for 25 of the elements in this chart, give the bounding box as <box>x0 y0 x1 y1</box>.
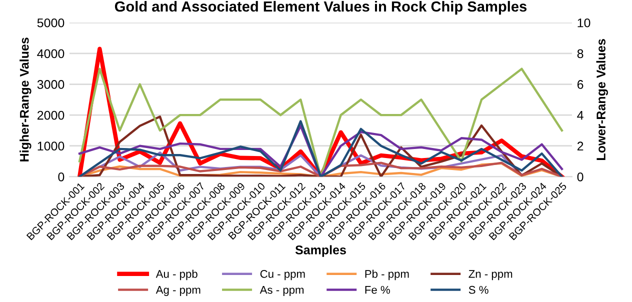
legend-label: Fe % <box>365 286 390 294</box>
x-axis-title: Samples <box>295 245 346 257</box>
y-tick-label: 4000 <box>37 49 64 58</box>
chart-title: Gold and Associated Element Values in Rock Chip Samples <box>114 0 527 15</box>
y2-axis-title: Lower-Range Values <box>596 39 608 160</box>
legend-label: Cu - ppm <box>260 270 305 280</box>
y-tick-label: 0 <box>58 172 64 182</box>
y2-tick-label: 0 <box>577 172 584 182</box>
y2-tick-label: 8 <box>577 49 584 58</box>
legend-label: S % <box>468 286 488 294</box>
y-tick-label: 1000 <box>38 142 64 151</box>
y-axis-title: Higher-Range Values <box>20 38 32 162</box>
y2-tick-label: 10 <box>578 18 590 28</box>
y-tick-label: 2000 <box>37 110 64 120</box>
legend-label: Zn - ppm <box>468 270 512 280</box>
legend-label: As - ppm <box>260 286 304 296</box>
y2-tick-label: 4 <box>577 110 584 120</box>
y-tick-label: 3000 <box>37 80 64 89</box>
legend-label: Ag - ppm <box>156 286 200 296</box>
legend-label: Pb - ppm <box>365 270 409 280</box>
line-series <box>78 68 564 177</box>
y-tick-label: 5000 <box>37 18 64 28</box>
y2-tick-label: 6 <box>577 80 584 89</box>
legend-label: Au - ppb <box>156 270 198 280</box>
y2-tick-label: 2 <box>577 142 584 150</box>
